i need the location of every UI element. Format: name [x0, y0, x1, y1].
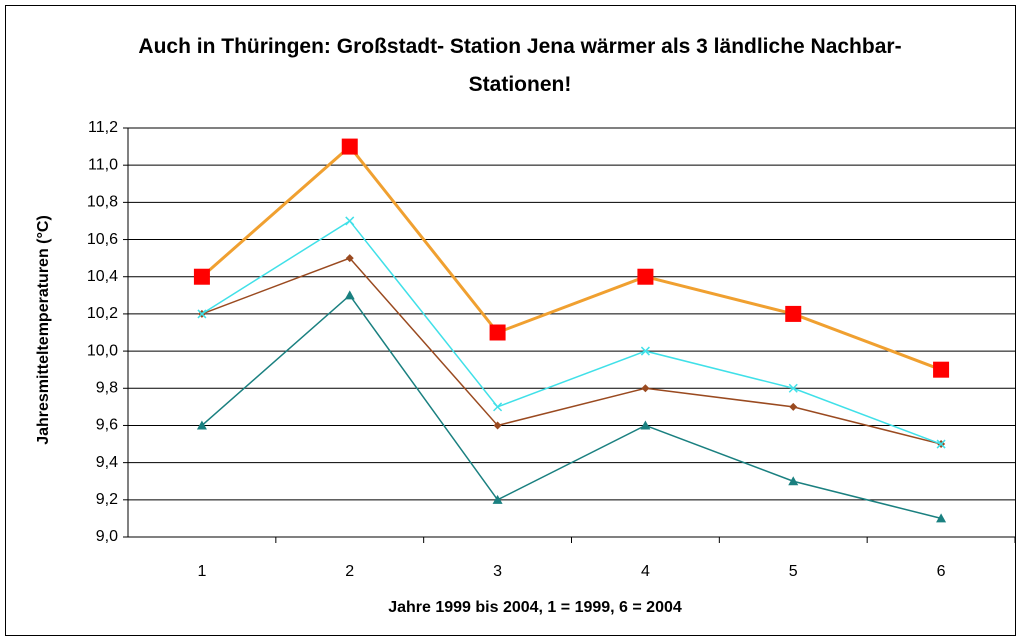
x-tick-label: 5: [789, 563, 798, 580]
y-tick-label: 9,6: [96, 417, 118, 434]
chart-border: [5, 5, 1016, 636]
marker: [197, 309, 207, 319]
marker: [640, 346, 650, 356]
x-tick-label: 2: [345, 563, 354, 580]
marker: [341, 138, 358, 155]
marker: [637, 268, 654, 285]
marker: [493, 421, 502, 430]
marker: [493, 402, 503, 412]
marker: [936, 439, 946, 449]
marker: [788, 476, 799, 486]
y-tick-label: 10,8: [87, 194, 118, 211]
marker: [641, 384, 650, 393]
marker: [489, 324, 506, 341]
marker: [785, 305, 802, 322]
marker: [196, 420, 207, 430]
marker: [345, 254, 354, 263]
chart-title: Auch in Thüringen: Großstadt- Station Je…: [138, 35, 902, 96]
series-line: [201, 294, 942, 520]
marker: [789, 402, 798, 411]
y-tick-label: 9,4: [96, 454, 118, 471]
y-tick-label: 10,6: [87, 231, 118, 248]
y-tick-label: 10,4: [87, 268, 118, 285]
x-axis-label: Jahre 1999 bis 2004, 1 = 1999, 6 = 2004: [388, 599, 682, 616]
y-tick-label: 11,0: [88, 156, 118, 173]
marker: [492, 494, 503, 504]
marker: [345, 216, 355, 226]
y-tick-label: 10,2: [87, 305, 118, 322]
marker: [193, 268, 210, 285]
marker: [788, 383, 798, 393]
series-line: [200, 144, 942, 372]
y-tick-label: 9,0: [96, 528, 118, 545]
x-tick-label: 6: [937, 563, 946, 580]
marker: [933, 361, 950, 378]
y-tick-label: 10,0: [87, 342, 118, 359]
series-line: [201, 257, 942, 445]
y-axis-label: Jahresmitteltemperaturen (°C): [35, 215, 52, 445]
marker: [640, 420, 651, 430]
x-tick-label: 1: [197, 563, 206, 580]
y-tick-label: 9,2: [96, 491, 118, 508]
x-tick-label: 4: [641, 563, 650, 580]
y-tick-label: 9,8: [96, 379, 118, 396]
marker: [936, 513, 947, 523]
y-tick-label: 11,2: [88, 119, 118, 136]
x-tick-label: 3: [493, 563, 502, 580]
marker: [344, 290, 355, 300]
series-line: [201, 219, 942, 445]
